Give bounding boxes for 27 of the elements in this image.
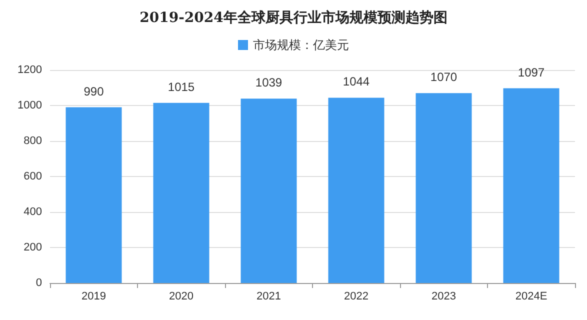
y-tick-label: 600	[24, 170, 42, 182]
y-tick-label: 800	[24, 135, 42, 147]
y-tick-label: 400	[24, 206, 42, 218]
y-tick-label: 0	[36, 277, 42, 289]
y-tick-label: 1200	[18, 64, 42, 76]
data-label: 1039	[255, 76, 282, 90]
bar	[503, 88, 560, 283]
data-label: 1070	[430, 70, 458, 84]
x-tick-label: 2019	[82, 290, 106, 302]
bar	[240, 98, 297, 283]
y-tick-label: 200	[24, 242, 42, 254]
data-label: 1097	[518, 65, 545, 80]
bar	[328, 98, 384, 283]
x-tick-label: 2021	[256, 290, 281, 302]
x-tick-label: 2024E	[515, 290, 548, 302]
x-tick-label: 2022	[344, 290, 368, 302]
chart-title: 2019-2024年全球厨具行业市场规模预测趋势图	[140, 9, 448, 26]
bar	[66, 107, 122, 283]
y-tick-label: 1000	[18, 100, 42, 112]
x-tick-label: 2020	[169, 290, 194, 302]
legend-label: 市场规模：亿美元	[253, 38, 349, 52]
x-tick-label: 2023	[432, 290, 456, 302]
bar	[416, 93, 472, 283]
data-label: 1015	[168, 80, 195, 94]
data-label: 1044	[342, 74, 370, 89]
bar	[153, 102, 210, 283]
data-label: 990	[84, 84, 104, 98]
